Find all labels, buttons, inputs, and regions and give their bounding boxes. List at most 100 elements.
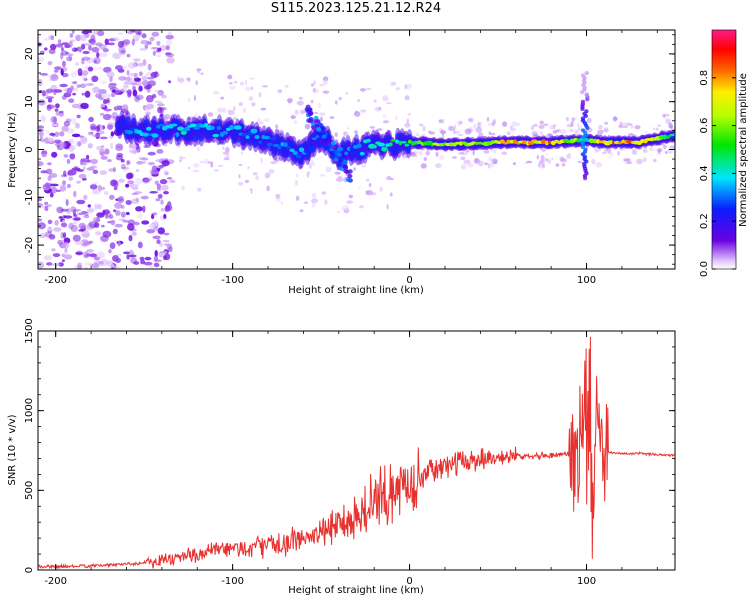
heatmap-cell <box>348 194 353 199</box>
x-tick-label: 0 <box>406 275 412 286</box>
heatmap-cell <box>54 108 59 112</box>
heatmap-cell <box>107 124 114 130</box>
heatmap-cell <box>232 117 238 120</box>
heatmap-cell <box>634 125 641 130</box>
heatmap-cell <box>140 157 149 161</box>
heatmap-cell <box>76 180 81 184</box>
heatmap-cell <box>311 193 317 198</box>
heatmap-cell <box>566 153 572 160</box>
heatmap-cell <box>136 160 144 165</box>
heatmap-cell <box>509 127 517 132</box>
heatmap-cell <box>60 208 69 212</box>
heatmap-cell <box>128 234 133 242</box>
heatmap-cell <box>98 44 107 50</box>
heatmap-cell <box>81 57 85 65</box>
heatmap-cell <box>38 56 45 63</box>
heatmap-cell <box>90 38 97 46</box>
heatmap-cell <box>45 88 54 94</box>
heatmap-cell <box>212 133 219 138</box>
heatmap-cell <box>555 163 560 167</box>
heatmap-cell <box>662 134 667 140</box>
heatmap-cell <box>258 140 263 144</box>
heatmap-cell <box>489 132 496 136</box>
heatmap-cell <box>199 160 205 164</box>
heatmap-cell <box>103 209 110 215</box>
heatmap-cell <box>311 125 317 131</box>
heatmap-cell <box>101 186 106 190</box>
heatmap-cell <box>80 136 88 144</box>
heatmap-cell <box>395 87 401 91</box>
heatmap-cell <box>345 92 349 95</box>
heatmap-cell <box>133 221 140 226</box>
heatmap-cell <box>65 56 73 62</box>
heatmap-cell <box>308 146 314 152</box>
heatmap-cell <box>608 154 612 159</box>
heatmap-cell <box>295 154 302 159</box>
heatmap-cell <box>89 253 98 258</box>
x-tick-label: -200 <box>44 576 67 587</box>
heatmap-cell <box>149 265 154 268</box>
heatmap-cell <box>473 123 476 129</box>
heatmap-cell <box>583 147 588 152</box>
heatmap-cell <box>49 183 59 187</box>
heatmap-cell <box>112 167 116 173</box>
heatmap-cell <box>260 157 263 164</box>
heatmap-cell <box>121 166 130 170</box>
heatmap-cell <box>162 239 170 243</box>
heatmap-cell <box>163 191 169 195</box>
heatmap-cell <box>454 124 457 128</box>
heatmap-cell <box>357 99 361 102</box>
heatmap-cell <box>154 100 163 104</box>
heatmap-cell <box>356 143 362 149</box>
heatmap-cell <box>390 178 394 181</box>
heatmap-cell <box>237 181 244 186</box>
heatmap-cell <box>270 161 277 165</box>
heatmap-cell <box>263 135 271 140</box>
heatmap-cell <box>83 43 92 46</box>
heatmap-cell <box>441 119 445 124</box>
heatmap-cell <box>91 263 100 269</box>
heatmap-cell <box>644 131 648 134</box>
heatmap-cell <box>72 208 82 212</box>
heatmap-cell <box>95 231 102 236</box>
heatmap-cell <box>88 44 92 51</box>
heatmap-cell <box>548 133 552 137</box>
heatmap-cell <box>117 196 125 203</box>
heatmap-cell <box>141 80 149 87</box>
heatmap-cell <box>114 89 122 94</box>
heatmap-cell <box>189 123 198 128</box>
x-tick-label: 100 <box>577 275 596 286</box>
heatmap-cell <box>38 131 44 137</box>
x-tick-label: -100 <box>221 576 244 587</box>
colorbar-tick-label: 0.6 <box>699 118 710 134</box>
heatmap-cell <box>334 171 341 175</box>
heatmap-cell <box>333 157 339 162</box>
heatmap-cell <box>461 149 468 156</box>
heatmap-cell <box>580 99 586 104</box>
heatmap-cell <box>382 97 390 102</box>
heatmap-cell <box>87 204 92 208</box>
heatmap-cell <box>229 85 236 90</box>
heatmap-cell <box>359 88 366 92</box>
heatmap-cell <box>56 206 63 213</box>
heatmap-cell <box>72 92 76 96</box>
heatmap-cell <box>166 177 173 180</box>
heatmap-cell <box>59 185 67 192</box>
heatmap-cell <box>453 126 457 130</box>
heatmap-cell <box>41 153 47 158</box>
heatmap-cell <box>83 77 88 81</box>
heatmap-cell <box>337 210 340 214</box>
heatmap-cell <box>272 143 280 148</box>
heatmap-cell <box>193 126 200 130</box>
heatmap-cell <box>313 119 319 124</box>
heatmap-cell <box>102 230 112 238</box>
heatmap-cell <box>489 162 494 168</box>
heatmap-cell <box>96 204 102 210</box>
heatmap-cell <box>586 117 592 124</box>
heatmap-cell <box>124 30 131 33</box>
heatmap-cell <box>569 129 574 132</box>
heatmap-cell <box>61 42 70 46</box>
heatmap-cell <box>160 207 165 212</box>
heatmap-cell <box>382 114 387 118</box>
heatmap-cell <box>87 208 95 213</box>
